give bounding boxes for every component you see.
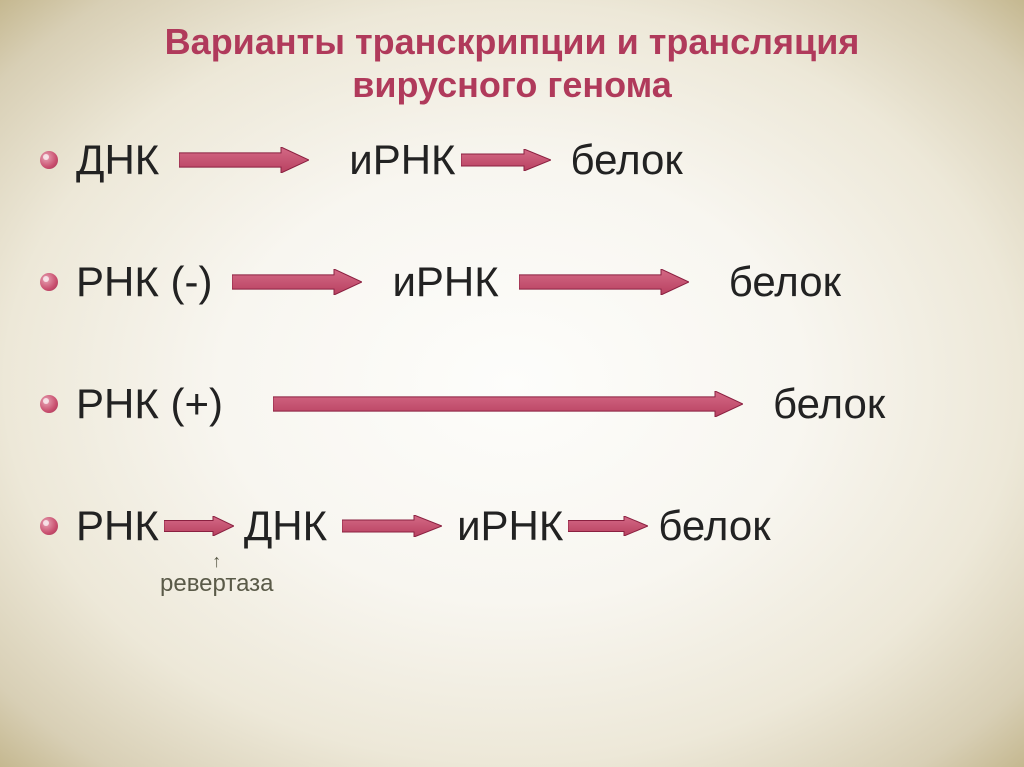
title-line-2: вирусного генома bbox=[352, 64, 672, 105]
bullet-icon bbox=[40, 395, 58, 413]
term-protein: белок bbox=[729, 258, 841, 306]
term-mrna: иРНК bbox=[349, 136, 455, 184]
term-rna-plus: РНК (+) bbox=[76, 380, 223, 428]
term-dna: ДНК bbox=[244, 502, 327, 550]
arrow-icon bbox=[519, 269, 689, 295]
term-protein: белок bbox=[571, 136, 683, 184]
title-line-1: Варианты транскрипции и трансляция bbox=[165, 21, 860, 62]
term-protein: белок bbox=[773, 380, 885, 428]
arrow-icon bbox=[461, 149, 551, 171]
arrow-icon bbox=[273, 391, 743, 417]
bullet-icon bbox=[40, 517, 58, 535]
pathway-row-1: ДНК иРНК белок bbox=[40, 136, 984, 184]
annotation-revertase: ↑ ревертаза bbox=[160, 552, 274, 598]
arrow-icon bbox=[232, 269, 362, 295]
bullet-icon bbox=[40, 151, 58, 169]
annotation-label: ревертаза bbox=[160, 570, 274, 598]
arrow-icon bbox=[568, 516, 648, 536]
arrow-icon bbox=[179, 147, 309, 173]
up-arrow-icon: ↑ bbox=[212, 552, 221, 570]
term-rna-minus: РНК (-) bbox=[76, 258, 212, 306]
term-mrna: иРНК bbox=[392, 258, 498, 306]
arrow-icon bbox=[342, 515, 442, 537]
term-protein: белок bbox=[658, 502, 770, 550]
slide-title: Варианты транскрипции и трансляция вирус… bbox=[40, 20, 984, 106]
bullet-icon bbox=[40, 273, 58, 291]
term-rna: РНК bbox=[76, 502, 159, 550]
pathway-row-4: РНК ДНК иРНК белок ↑ ре bbox=[40, 502, 984, 550]
pathway-row-2: РНК (-) иРНК белок bbox=[40, 258, 984, 306]
term-mrna: иРНК bbox=[457, 502, 563, 550]
pathway-row-3: РНК (+) белок bbox=[40, 380, 984, 428]
arrow-icon bbox=[164, 516, 234, 536]
term-dna: ДНК bbox=[76, 136, 159, 184]
